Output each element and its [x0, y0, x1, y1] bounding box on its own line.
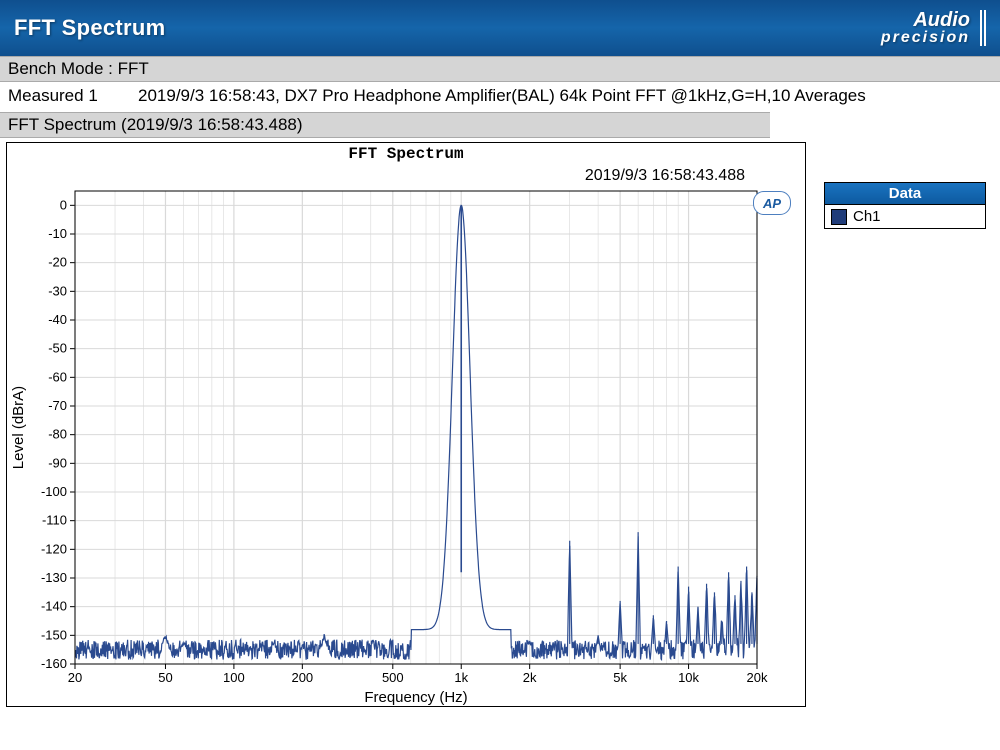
- bench-mode-row: Bench Mode : FFT: [0, 56, 1000, 82]
- svg-text:-40: -40: [48, 312, 67, 327]
- svg-text:-100: -100: [41, 484, 67, 499]
- svg-text:-150: -150: [41, 627, 67, 642]
- svg-text:-120: -120: [41, 541, 67, 556]
- svg-text:1k: 1k: [454, 670, 468, 685]
- svg-text:-10: -10: [48, 226, 67, 241]
- svg-text:-90: -90: [48, 455, 67, 470]
- legend-box: Data Ch1: [824, 182, 986, 229]
- fft-chart: 0 -10 -20 -30 -40 -50 -60 -70 -80 -90 -100 -110 -120…: [7, 143, 805, 706]
- chart-timestamp: 2019/9/3 16:58:43.488: [585, 167, 745, 185]
- svg-text:-110: -110: [42, 513, 67, 528]
- svg-text:200: 200: [291, 670, 313, 685]
- svg-text:100: 100: [223, 670, 245, 685]
- brand-logo: Audio precision: [881, 10, 986, 46]
- svg-text:-60: -60: [48, 369, 67, 384]
- legend-item-label: Ch1: [853, 208, 881, 225]
- measured-value: 2019/9/3 16:58:43, DX7 Pro Headphone Amp…: [138, 86, 992, 106]
- bench-mode-label: Bench Mode :: [8, 59, 113, 78]
- svg-text:10k: 10k: [678, 670, 699, 685]
- svg-text:Frequency (Hz): Frequency (Hz): [364, 689, 467, 706]
- legend-header: Data: [825, 183, 985, 205]
- logo-line-2: precision: [881, 30, 970, 46]
- svg-text:-50: -50: [48, 341, 67, 356]
- svg-text:50: 50: [158, 670, 172, 685]
- svg-text:500: 500: [382, 670, 404, 685]
- measured-label: Measured 1: [8, 86, 138, 106]
- panel-header: FFT Spectrum (2019/9/3 16:58:43.488): [0, 112, 770, 138]
- svg-text:20k: 20k: [747, 670, 768, 685]
- svg-text:-140: -140: [41, 599, 67, 614]
- measured-row: Measured 1 2019/9/3 16:58:43, DX7 Pro He…: [0, 82, 1000, 112]
- svg-text:-130: -130: [41, 570, 67, 585]
- ap-badge-icon: AP: [753, 191, 791, 215]
- fft-chart-container: FFT Spectrum 2019/9/3 16:58:43.488 AP 0 -…: [6, 142, 806, 707]
- title-bar: FFT Spectrum Audio precision: [0, 0, 1000, 56]
- title-text: FFT Spectrum: [14, 15, 166, 41]
- svg-text:2k: 2k: [523, 670, 537, 685]
- legend-swatch-icon: [831, 209, 847, 225]
- logo-line-1: Audio: [881, 10, 970, 30]
- svg-text:5k: 5k: [613, 670, 627, 685]
- svg-text:-160: -160: [41, 656, 67, 671]
- svg-text:0: 0: [60, 197, 67, 212]
- svg-text:Level (dBrA): Level (dBrA): [10, 386, 27, 469]
- svg-text:-30: -30: [48, 283, 67, 298]
- svg-text:20: 20: [68, 670, 82, 685]
- svg-text:-20: -20: [48, 255, 67, 270]
- bench-mode-value: FFT: [118, 59, 149, 78]
- legend-item-ch1[interactable]: Ch1: [825, 205, 985, 228]
- svg-text:-70: -70: [48, 398, 67, 413]
- chart-inner-title: FFT Spectrum: [7, 145, 805, 163]
- svg-text:-80: -80: [48, 427, 67, 442]
